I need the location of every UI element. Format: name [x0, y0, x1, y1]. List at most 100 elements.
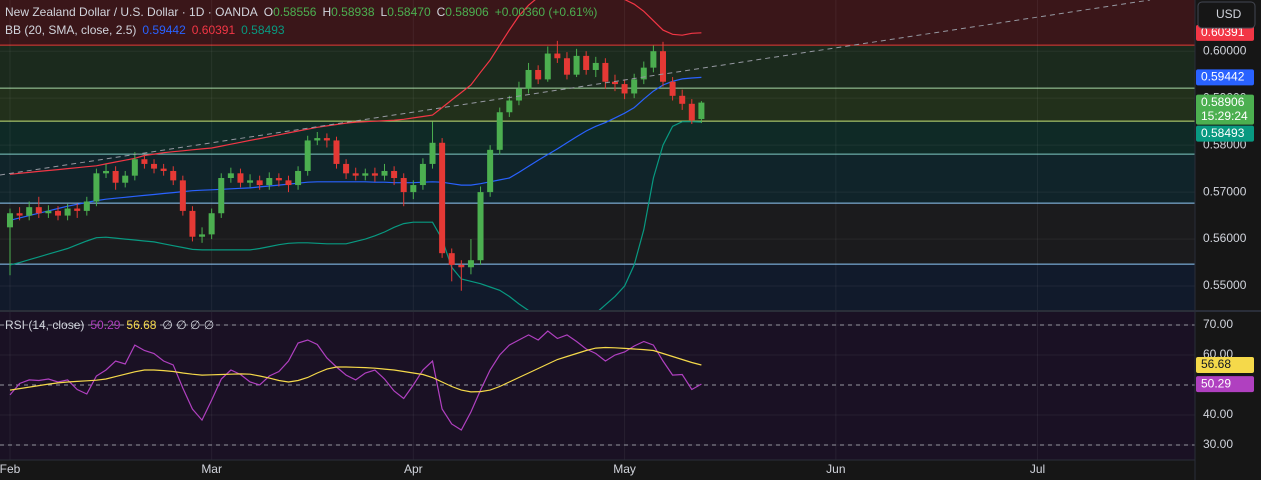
- price-tag-label: 0.58493: [1201, 126, 1245, 140]
- ohlc-value: 0.58906: [445, 5, 489, 19]
- indicator-line: [9, 0, 702, 175]
- candle-body: [419, 163, 426, 186]
- axis-layer: 0.600000.590000.580000.570000.560000.550…: [0, 24, 1254, 476]
- price-tag: [1196, 125, 1254, 142]
- candle-body: [227, 173, 234, 179]
- symbol: New Zealand Dollar / U.S. Dollar · 1D · …: [5, 5, 258, 19]
- price-tag-label: 50.29: [1201, 376, 1231, 390]
- indicator-line: [9, 330, 702, 431]
- zone: [0, 264, 1195, 310]
- y-tick-label: 70.00: [1203, 317, 1233, 331]
- candle-body: [247, 180, 254, 183]
- zone: [0, 154, 1195, 204]
- x-tick-label: Jun: [826, 462, 845, 476]
- candle-body: [112, 170, 119, 183]
- ohlc-label: C: [436, 5, 446, 19]
- candle-body: [35, 207, 42, 214]
- candle-body: [266, 178, 273, 186]
- x-tick-label: Jul: [1030, 462, 1045, 476]
- legend-value: 56.68: [126, 318, 157, 332]
- legend-value: 0.60391: [191, 23, 236, 37]
- indicator-line: [9, 76, 702, 221]
- x-tick-label: Feb: [0, 462, 21, 476]
- candle-body: [506, 100, 513, 113]
- change: +0.00360 (+0.61%): [494, 5, 598, 19]
- pane: [0, 312, 1195, 460]
- rsi-pane: [0, 312, 1195, 460]
- candle-body: [93, 173, 100, 202]
- price-tag-label: 0.60391: [1201, 25, 1245, 39]
- zone: [0, 88, 1195, 122]
- candle-body: [74, 208, 81, 211]
- price-tag-label: 56.68: [1201, 357, 1231, 371]
- candle-body: [535, 69, 542, 80]
- candle-body: [218, 178, 225, 214]
- x-tick-label: Apr: [404, 462, 423, 476]
- candle-body: [573, 55, 580, 75]
- candle-body: [16, 213, 23, 216]
- candle-body: [391, 170, 398, 179]
- countdown: 15:29:24: [1201, 109, 1248, 123]
- candle-body: [189, 210, 196, 237]
- y-tick-label: 30.00: [1203, 437, 1233, 451]
- indicator-title: BB (20, SMA, close, 2.5): [5, 23, 137, 37]
- candle-body: [659, 51, 666, 82]
- ohlc-value: 0.58938: [331, 5, 375, 19]
- candle-body: [467, 260, 474, 268]
- x-tick-label: May: [613, 462, 636, 476]
- candle-body: [602, 62, 609, 82]
- candle-body: [141, 159, 148, 164]
- candle-body: [640, 67, 647, 80]
- candle-body: [323, 138, 330, 141]
- zone: [0, 0, 1195, 46]
- candle-body: [669, 81, 676, 96]
- candle-body: [179, 180, 186, 211]
- price-tag: [1196, 356, 1254, 373]
- candle-body: [371, 173, 378, 176]
- candle-body: [400, 178, 407, 193]
- candle-body: [199, 234, 206, 237]
- y-tick-label: 40.00: [1203, 407, 1233, 421]
- plot-layer: [0, 0, 1195, 460]
- candle-body: [131, 159, 138, 176]
- ohlc-label: L: [380, 5, 388, 19]
- candle-body: [458, 264, 465, 268]
- candle-body: [160, 168, 167, 171]
- candle-body: [304, 140, 311, 171]
- currency-button[interactable]: [1197, 1, 1256, 29]
- ohlc-item: O0.58556: [264, 5, 317, 19]
- currency-label[interactable]: USD: [1216, 7, 1242, 21]
- candle-body: [55, 210, 62, 216]
- ohlc-label: H: [322, 5, 332, 19]
- candle-body: [103, 170, 110, 174]
- candle-body: [275, 178, 282, 181]
- candle-body: [208, 213, 215, 235]
- rsi-legend: RSI (14, close) 50.29 56.68 ∅ ∅ ∅ ∅: [5, 318, 214, 332]
- candle-body: [64, 208, 71, 216]
- legend-value: 50.29: [90, 318, 121, 332]
- candle-body: [362, 173, 369, 176]
- candle-body: [295, 170, 302, 186]
- ohlc-item: C0.58906: [437, 5, 489, 19]
- price-tag: [1196, 376, 1254, 393]
- x-tick-label: Mar: [201, 462, 222, 476]
- y-tick-label: 0.55000: [1203, 278, 1247, 292]
- ohlc-value: 0.58470: [387, 5, 431, 19]
- candle-body: [592, 62, 599, 70]
- pane: [0, 0, 1195, 310]
- candle-body: [525, 69, 532, 89]
- candle-body: [439, 142, 446, 254]
- candle-body: [698, 102, 705, 120]
- candle-body: [237, 173, 244, 183]
- candle-body: [410, 185, 417, 193]
- zone: [0, 203, 1195, 265]
- indicator-line: [9, 346, 702, 393]
- candle-body: [554, 53, 561, 59]
- candle-body: [563, 58, 570, 75]
- bb-legend: BB (20, SMA, close, 2.5) 0.59442 0.60391 0…: [5, 23, 285, 37]
- candle-body: [631, 79, 638, 94]
- candle-body: [6, 213, 13, 228]
- candle-body: [477, 192, 484, 261]
